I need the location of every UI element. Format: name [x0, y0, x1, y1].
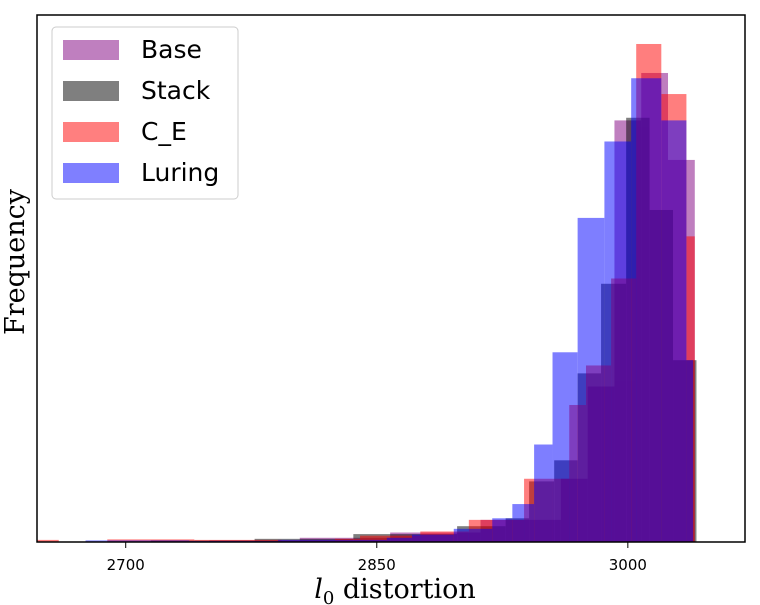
bar-luring-9: [552, 352, 578, 542]
legend-label-base: Base: [141, 35, 202, 64]
y-axis-label: Frequency: [0, 188, 31, 335]
x-tick-label-0: 2700: [107, 556, 145, 574]
legend-swatch-luring: [63, 163, 119, 183]
series-luring: [85, 78, 694, 543]
bar-luring-6: [492, 518, 513, 542]
bar-luring-3: [386, 537, 412, 542]
legend-items: Base Stack C_E Luring: [63, 35, 219, 187]
legend-swatch-c-e: [63, 122, 119, 142]
plot-frame: [36, 14, 746, 543]
bar-luring-8: [534, 444, 553, 542]
x-axis-label-math: l: [314, 574, 323, 605]
bar-luring-13: [661, 120, 687, 543]
bar-luring-0: [85, 540, 190, 542]
bar-luring-11: [604, 141, 632, 543]
x-axis-ticks: 2700 2850 3000: [107, 542, 647, 574]
bar-luring-2: [278, 539, 387, 542]
x-axis-label-gap: [334, 574, 343, 605]
bar-luring-14: [686, 360, 694, 542]
legend: Base Stack C_E Luring: [51, 26, 239, 200]
bar-luring-10: [577, 217, 605, 542]
x-axis-label: l0 distortion: [314, 574, 476, 605]
legend-label-luring: Luring: [141, 158, 219, 187]
legend-label-c-e: C_E: [141, 117, 187, 146]
bars-layer: [37, 43, 697, 543]
legend-frame: [51, 26, 239, 200]
legend-swatch-stack: [63, 81, 119, 101]
x-tick-label-2: 3000: [609, 556, 647, 574]
bar-c-e-0: [37, 539, 59, 542]
legend-swatch-base: [63, 40, 119, 60]
x-axis-label-math-sub: 0: [323, 588, 334, 605]
legend-label-stack: Stack: [141, 76, 211, 105]
bar-luring-4: [411, 534, 454, 542]
x-axis-label-text: distortion: [343, 574, 476, 605]
bar-luring-5: [453, 528, 493, 542]
bar-luring-12: [631, 78, 662, 543]
x-tick-label-1: 2850: [358, 556, 396, 574]
bar-luring-7: [512, 504, 535, 542]
